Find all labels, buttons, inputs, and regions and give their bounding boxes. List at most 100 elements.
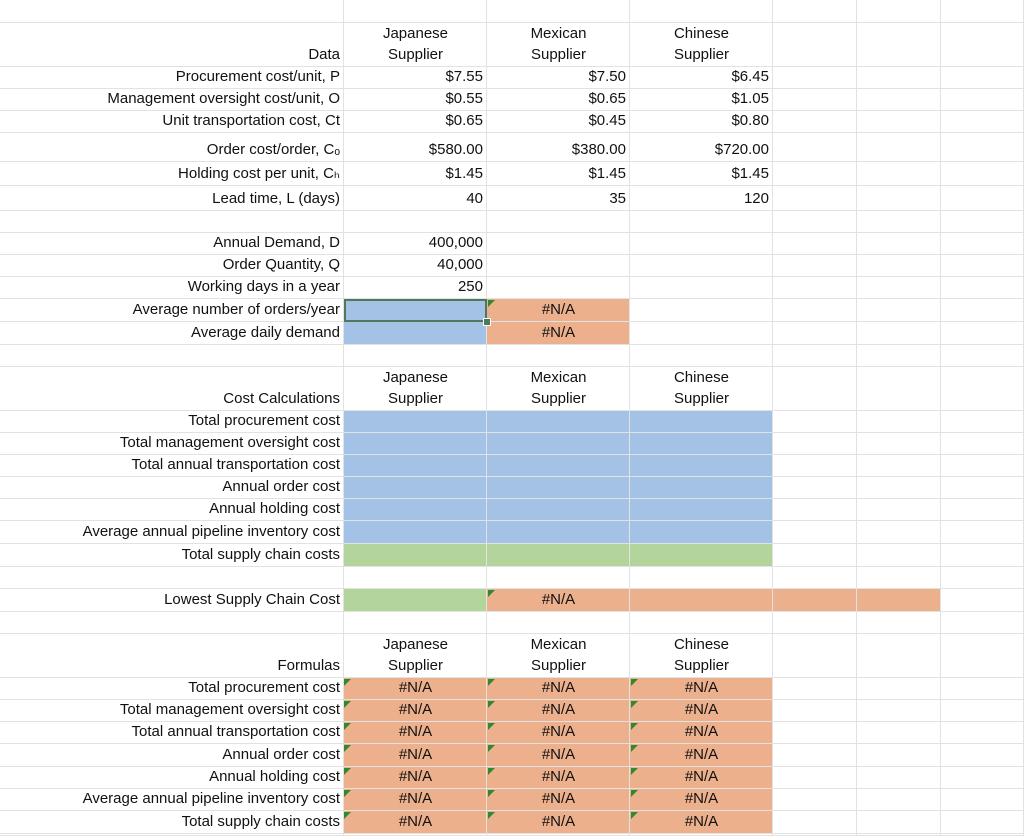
value-cell[interactable]: $6.45 xyxy=(630,67,773,89)
grid-cell[interactable] xyxy=(773,255,857,277)
grid-cell[interactable] xyxy=(857,477,941,499)
grid-cell[interactable] xyxy=(630,23,773,67)
grid-cell[interactable] xyxy=(0,255,344,277)
grid-cell[interactable] xyxy=(857,700,941,722)
grid-cell[interactable] xyxy=(941,345,1024,367)
grid-cell[interactable] xyxy=(0,567,344,589)
supplier-header[interactable]: Chinese Supplier xyxy=(630,23,773,67)
row-label[interactable]: Order Quantity, Q xyxy=(0,255,344,277)
error-cell[interactable]: #N/A xyxy=(344,678,487,700)
grid-cell[interactable] xyxy=(344,477,487,499)
grid-cell[interactable] xyxy=(344,811,487,834)
grid-cell[interactable] xyxy=(773,67,857,89)
grid-cell[interactable] xyxy=(857,455,941,477)
grid-cell[interactable] xyxy=(0,277,344,299)
grid-cell[interactable] xyxy=(344,345,487,367)
error-cell[interactable]: #N/A xyxy=(487,589,630,612)
value-cell[interactable]: $0.55 xyxy=(344,89,487,111)
grid-cell[interactable] xyxy=(941,499,1024,521)
grid-cell[interactable] xyxy=(344,211,487,233)
grid-cell[interactable] xyxy=(857,322,941,345)
grid-cell[interactable] xyxy=(773,277,857,299)
grid-cell[interactable] xyxy=(630,211,773,233)
error-cell[interactable]: #N/A xyxy=(630,722,773,744)
grid-cell[interactable] xyxy=(941,67,1024,89)
grid-cell[interactable] xyxy=(0,521,344,544)
grid-cell[interactable] xyxy=(630,567,773,589)
grid-cell[interactable] xyxy=(857,133,941,162)
grid-cell[interactable] xyxy=(630,700,773,722)
grid-cell[interactable] xyxy=(487,89,630,111)
grid-cell[interactable] xyxy=(630,322,773,345)
grid-cell[interactable] xyxy=(344,111,487,133)
grid-cell[interactable] xyxy=(941,299,1024,322)
grid-cell[interactable] xyxy=(487,255,630,277)
supplier-header[interactable]: Mexican Supplier xyxy=(487,367,630,411)
grid-cell[interactable] xyxy=(344,612,487,634)
grid-cell[interactable] xyxy=(773,744,857,767)
grid-cell[interactable] xyxy=(0,612,344,634)
grid-cell[interactable] xyxy=(344,133,487,162)
row-label[interactable]: Total supply chain costs xyxy=(0,811,344,834)
grid-cell[interactable] xyxy=(773,789,857,811)
section-label[interactable]: Cost Calculations xyxy=(0,367,344,411)
grid-cell[interactable] xyxy=(344,186,487,211)
grid-cell[interactable] xyxy=(857,233,941,255)
grid-cell[interactable] xyxy=(941,455,1024,477)
row-label[interactable]: Total management oversight cost xyxy=(0,433,344,455)
grid-cell[interactable] xyxy=(344,499,487,521)
grid-cell[interactable] xyxy=(487,700,630,722)
grid-cell[interactable] xyxy=(857,277,941,299)
grid-cell[interactable] xyxy=(630,789,773,811)
grid-cell[interactable] xyxy=(487,277,630,299)
grid-cell[interactable] xyxy=(941,255,1024,277)
row-label[interactable]: Unit transportation cost, Ct xyxy=(0,111,344,133)
grid-cell[interactable] xyxy=(857,162,941,186)
grid-cell[interactable] xyxy=(773,767,857,789)
grid-cell[interactable] xyxy=(941,23,1024,67)
grid-cell[interactable] xyxy=(941,477,1024,499)
grid-cell[interactable] xyxy=(487,133,630,162)
grid-cell[interactable] xyxy=(857,612,941,634)
grid-cell[interactable] xyxy=(941,634,1024,678)
grid-cell[interactable] xyxy=(630,744,773,767)
grid-cell[interactable] xyxy=(857,411,941,433)
error-cell[interactable]: #N/A xyxy=(487,299,630,322)
section-label[interactable]: Data xyxy=(0,23,344,67)
grid-cell[interactable] xyxy=(344,433,487,455)
grid-cell[interactable] xyxy=(487,811,630,834)
row-label[interactable]: Annual order cost xyxy=(0,744,344,767)
grid-cell[interactable] xyxy=(941,277,1024,299)
grid-cell[interactable] xyxy=(487,789,630,811)
grid-cell[interactable] xyxy=(487,455,630,477)
grid-cell[interactable] xyxy=(630,433,773,455)
error-cell[interactable]: #N/A xyxy=(344,700,487,722)
grid-cell[interactable] xyxy=(857,0,941,23)
grid-cell[interactable] xyxy=(773,211,857,233)
grid-cell[interactable] xyxy=(857,433,941,455)
grid-cell[interactable] xyxy=(630,477,773,499)
grid-cell[interactable] xyxy=(773,23,857,67)
grid-cell[interactable] xyxy=(857,678,941,700)
grid-cell[interactable] xyxy=(773,455,857,477)
grid-cell[interactable] xyxy=(857,634,941,678)
value-cell[interactable]: $1.45 xyxy=(487,162,630,186)
value-cell[interactable]: $1.05 xyxy=(630,89,773,111)
row-label[interactable]: Management oversight cost/unit, O xyxy=(0,89,344,111)
supplier-header[interactable]: Mexican Supplier xyxy=(487,634,630,678)
grid-cell[interactable] xyxy=(487,521,630,544)
value-cell[interactable]: 40,000 xyxy=(344,255,487,277)
error-cell[interactable]: #N/A xyxy=(487,744,630,767)
grid-cell[interactable] xyxy=(857,211,941,233)
grid-cell[interactable] xyxy=(773,345,857,367)
grid-cell[interactable] xyxy=(857,811,941,834)
grid-cell[interactable] xyxy=(630,411,773,433)
grid-cell[interactable] xyxy=(344,455,487,477)
error-cell[interactable]: #N/A xyxy=(344,811,487,834)
grid-cell[interactable] xyxy=(487,589,630,612)
grid-cell[interactable] xyxy=(630,367,773,411)
selected-cell[interactable] xyxy=(344,299,487,322)
value-cell[interactable]: 120 xyxy=(630,186,773,211)
grid-cell[interactable] xyxy=(773,89,857,111)
grid-cell[interactable] xyxy=(773,521,857,544)
